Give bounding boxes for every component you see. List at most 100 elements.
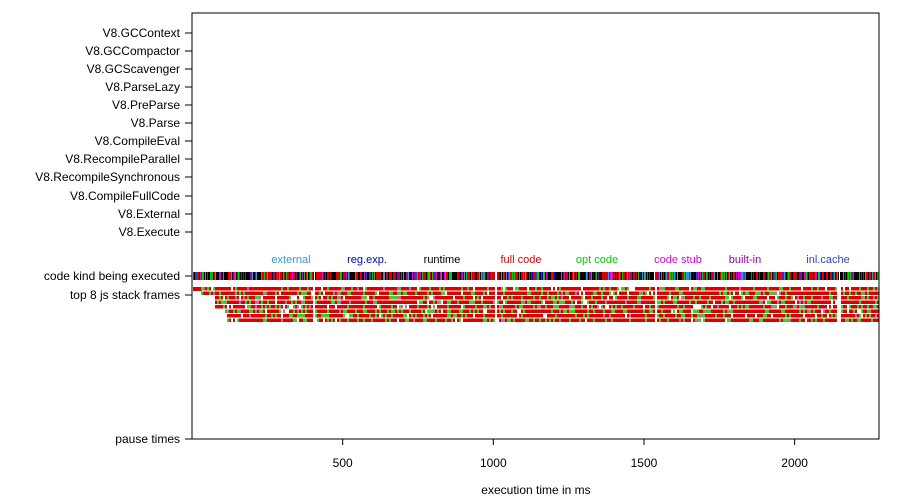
code-kind-mark xyxy=(745,272,746,280)
stack-frame-mark xyxy=(549,287,551,291)
stack-frame-mark xyxy=(787,300,789,304)
code-kind-mark xyxy=(498,272,499,280)
stack-frame-mark xyxy=(677,309,679,313)
stack-frame-mark xyxy=(447,314,449,318)
stack-frame-mark xyxy=(597,314,599,318)
code-kind-mark xyxy=(524,272,525,280)
code-kind-mark xyxy=(684,272,685,280)
stack-frame-mark xyxy=(321,309,323,313)
code-kind-mark xyxy=(479,272,480,280)
stack-frame-mark xyxy=(673,287,675,291)
code-kind-mark xyxy=(472,272,473,280)
stack-frame-mark xyxy=(805,309,807,313)
stack-frame-mark xyxy=(805,300,807,304)
stack-frame-mark xyxy=(351,305,353,309)
stack-frame-mark xyxy=(355,305,357,309)
code-kind-mark xyxy=(473,272,474,280)
stack-frame-mark xyxy=(617,305,619,309)
code-kind-mark xyxy=(601,272,602,280)
stack-frame-mark xyxy=(521,305,523,309)
code-kind-mark xyxy=(770,272,771,280)
stack-frame-mark xyxy=(719,291,721,295)
stack-frame-mark xyxy=(417,300,419,304)
stack-frame-mark xyxy=(745,305,747,309)
stack-frame-mark xyxy=(597,291,599,295)
stack-frame-mark xyxy=(391,291,393,295)
code-kind-mark xyxy=(596,272,597,280)
code-kind-mark xyxy=(196,272,197,280)
stack-frame-mark xyxy=(577,314,579,318)
stack-frame-mark xyxy=(483,314,485,318)
stack-frame-mark xyxy=(525,296,527,300)
stack-frame-mark xyxy=(237,305,239,309)
code-kind-mark xyxy=(212,272,213,280)
code-kind-mark xyxy=(326,272,327,280)
stack-frame-mark xyxy=(351,291,353,295)
stack-frame-mark xyxy=(527,305,529,309)
stack-frame-mark xyxy=(739,287,741,291)
stack-frame-mark xyxy=(629,318,631,322)
stack-frame-mark xyxy=(659,291,661,295)
stack-frame-mark xyxy=(249,291,251,295)
stack-frame-mark xyxy=(315,291,317,295)
code-kind-mark xyxy=(624,272,625,280)
stack-frame-mark xyxy=(367,296,369,300)
stack-frame-mark xyxy=(323,309,325,313)
code-kind-mark xyxy=(452,272,453,280)
stack-frame-mark xyxy=(389,291,391,295)
stack-frame-mark xyxy=(605,309,607,313)
stack-frame-mark xyxy=(799,287,801,291)
stack-frame-mark xyxy=(355,318,357,322)
stack-frame-mark xyxy=(361,300,363,304)
code-kind-mark xyxy=(443,272,444,280)
stack-frame-mark xyxy=(715,300,717,304)
stack-frame-mark xyxy=(525,300,527,304)
code-kind-mark xyxy=(393,272,394,280)
stack-frame-mark xyxy=(603,291,605,295)
code-kind-mark xyxy=(622,272,623,280)
stack-frame-mark xyxy=(651,305,653,309)
stack-frame-mark xyxy=(427,314,429,318)
stack-frame-mark xyxy=(265,318,267,322)
code-kind-mark xyxy=(304,272,305,280)
stack-frame-mark xyxy=(245,300,247,304)
stack-frame-mark xyxy=(523,309,525,313)
code-kind-mark xyxy=(712,272,713,280)
stack-frame-mark xyxy=(547,305,549,309)
stack-frame-mark xyxy=(349,314,351,318)
code-kind-mark xyxy=(271,272,272,280)
stack-frame-mark xyxy=(831,287,833,291)
code-kind-mark xyxy=(357,272,358,280)
stack-frame-mark xyxy=(635,296,637,300)
stack-frame-mark xyxy=(709,296,711,300)
stack-frame-mark xyxy=(811,287,813,291)
stack-frame-mark xyxy=(425,287,427,291)
stack-frame-mark xyxy=(717,296,719,300)
code-kind-mark xyxy=(261,272,262,280)
stack-frame-mark xyxy=(337,305,339,309)
stack-frame-mark xyxy=(531,314,533,318)
stack-frame-mark xyxy=(657,318,659,322)
stack-frame-mark xyxy=(373,309,375,313)
stack-frame-mark xyxy=(539,291,541,295)
code-kind-mark xyxy=(465,272,466,280)
stack-frame-mark xyxy=(555,309,557,313)
stack-frame-mark xyxy=(551,296,553,300)
stack-frame-mark xyxy=(439,318,441,322)
stack-frame-mark xyxy=(577,287,579,291)
stack-frame-mark xyxy=(231,309,233,313)
stack-frame-mark xyxy=(267,309,269,313)
stack-frame-mark xyxy=(273,305,275,309)
stack-frame-mark xyxy=(599,291,601,295)
code-kind-mark xyxy=(455,272,456,280)
row-label: V8.Execute xyxy=(119,225,181,239)
code-kind-mark xyxy=(748,272,749,280)
stack-frame-mark xyxy=(303,296,305,300)
stack-frame-mark xyxy=(517,314,519,318)
stack-frame-mark xyxy=(767,287,769,291)
code-kind-mark xyxy=(802,272,803,280)
stack-frame-mark xyxy=(301,291,303,295)
stack-frame-mark xyxy=(523,305,525,309)
stack-frame-mark xyxy=(339,300,341,304)
code-kind-mark xyxy=(600,272,601,280)
